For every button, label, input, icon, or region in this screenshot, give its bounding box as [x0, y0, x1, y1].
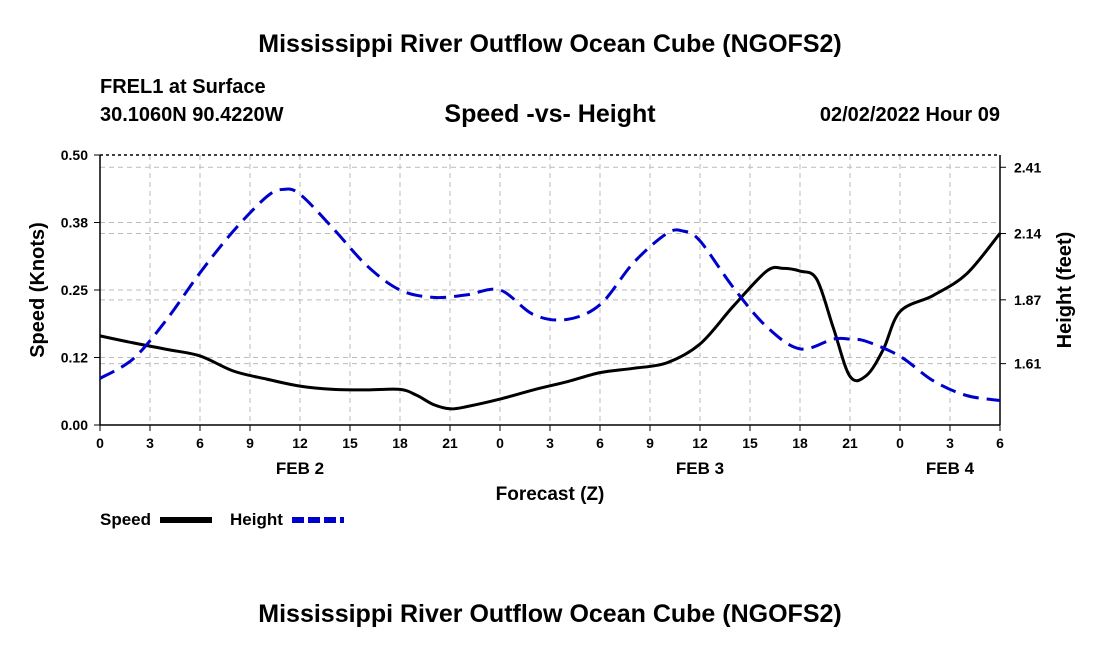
- x-tick-label: 6: [196, 435, 204, 451]
- x-tick-label: 9: [646, 435, 654, 451]
- chart-subtitle: Speed -vs- Height: [444, 100, 656, 128]
- x-tick-label: 12: [692, 435, 708, 451]
- y-tick-label: 0.12: [61, 350, 88, 366]
- series-line-height: [99, 187, 1001, 402]
- y2-tick-label: 2.41: [1014, 159, 1041, 175]
- x-tick-label: 6: [996, 435, 1004, 451]
- x-tick-label: 6: [596, 435, 604, 451]
- date-label: FEB 2: [276, 459, 324, 478]
- x-tick-label: 12: [292, 435, 308, 451]
- y2-tick-label: 2.14: [1014, 226, 1041, 242]
- date-label: FEB 3: [676, 459, 724, 478]
- date-label: FEB 4: [926, 459, 975, 478]
- station-coords: 30.1060N 90.4220W: [100, 104, 284, 126]
- station-label: FREL1 at Surface: [100, 76, 266, 98]
- x-tick-label: 21: [442, 435, 458, 451]
- x-tick-label: 0: [896, 435, 904, 451]
- x-tick-label: 15: [742, 435, 758, 451]
- y-axis-label: Speed (Knots): [27, 222, 49, 358]
- legend-label-speed: Speed: [100, 510, 151, 529]
- main-title: Mississippi River Outflow Ocean Cube (NG…: [258, 30, 842, 58]
- bottom-title: Mississippi River Outflow Ocean Cube (NG…: [258, 600, 842, 628]
- y-tick-label: 0.38: [61, 215, 88, 231]
- series-line-speed: [99, 232, 1002, 411]
- x-tick-label: 3: [146, 435, 154, 451]
- legend-label-height: Height: [230, 510, 283, 529]
- y2-tick-label: 1.61: [1014, 356, 1041, 372]
- x-tick-label: 3: [946, 435, 954, 451]
- x-tick-label: 9: [246, 435, 254, 451]
- x-axis-label: Forecast (Z): [496, 484, 605, 505]
- x-tick-label: 15: [342, 435, 358, 451]
- x-tick-label: 0: [96, 435, 104, 451]
- x-tick-label: 0: [496, 435, 504, 451]
- forecast-datetime: 02/02/2022 Hour 09: [819, 104, 1000, 126]
- x-tick-label: 18: [792, 435, 808, 451]
- y-tick-label: 0.50: [61, 147, 88, 163]
- x-tick-label: 21: [842, 435, 858, 451]
- y-tick-label: 0.25: [61, 282, 88, 298]
- x-tick-label: 3: [546, 435, 554, 451]
- x-tick-label: 18: [392, 435, 408, 451]
- y2-tick-label: 1.87: [1014, 292, 1041, 308]
- y-tick-label: 0.00: [61, 417, 88, 433]
- y2-axis-label: Height (feet): [1054, 232, 1076, 349]
